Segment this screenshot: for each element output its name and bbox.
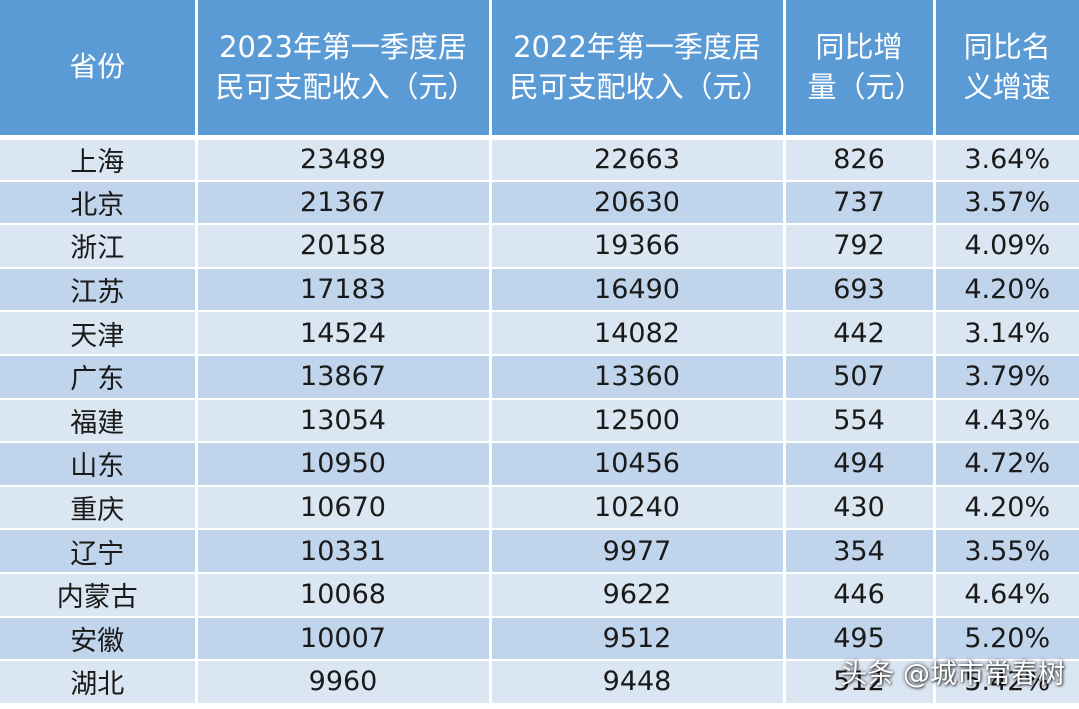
table-row: 山东 10950 10456 494 4.72% [0, 442, 1079, 487]
income-2022-cell: 9448 [490, 660, 786, 705]
yoy-growth-cell: 4.72% [934, 442, 1079, 487]
yoy-increase-cell: 446 [784, 572, 936, 618]
income-2022-cell: 9977 [490, 529, 786, 574]
table-row: 北京 21367 20630 737 3.57% [0, 180, 1079, 226]
table-row: 天津 14524 14082 442 3.14% [0, 311, 1079, 356]
header-yoy-increase: 同比增量（元） [784, 0, 936, 140]
income-2023-cell: 23489 [196, 137, 492, 182]
yoy-growth-cell: 4.20% [934, 267, 1079, 313]
yoy-growth-cell: 3.14% [934, 311, 1079, 356]
table-row: 辽宁 10331 9977 354 3.55% [0, 529, 1079, 574]
income-2022-cell: 12500 [490, 398, 786, 444]
income-2022-cell: 20630 [490, 180, 786, 226]
income-2023-cell: 14524 [196, 311, 492, 356]
income-2022-cell: 9512 [490, 616, 786, 662]
income-2023-cell: 20158 [196, 224, 492, 269]
province-cell: 天津 [0, 311, 198, 356]
province-cell: 福建 [0, 398, 198, 444]
table-row: 广东 13867 13360 507 3.79% [0, 354, 1079, 400]
yoy-increase-cell: 826 [784, 137, 936, 182]
yoy-increase-cell: 430 [784, 485, 936, 531]
yoy-increase-cell: 512 [784, 660, 936, 705]
province-cell: 内蒙古 [0, 572, 198, 618]
province-cell: 浙江 [0, 224, 198, 269]
income-2023-cell: 10950 [196, 442, 492, 487]
header-yoy-growth: 同比名义增速 [934, 0, 1079, 140]
yoy-increase-cell: 554 [784, 398, 936, 444]
header-province: 省份 [0, 0, 198, 140]
province-cell: 广东 [0, 354, 198, 400]
table-row: 湖北 9960 9448 512 5.42% [0, 660, 1079, 705]
income-2022-cell: 10456 [490, 442, 786, 487]
income-2023-cell: 21367 [196, 180, 492, 226]
yoy-growth-cell: 3.64% [934, 137, 1079, 182]
yoy-increase-cell: 494 [784, 442, 936, 487]
income-2022-cell: 14082 [490, 311, 786, 356]
yoy-increase-cell: 495 [784, 616, 936, 662]
yoy-increase-cell: 354 [784, 529, 936, 574]
income-2022-cell: 13360 [490, 354, 786, 400]
income-2022-cell: 22663 [490, 137, 786, 182]
yoy-growth-cell: 5.20% [934, 616, 1079, 662]
province-cell: 辽宁 [0, 529, 198, 574]
province-cell: 湖北 [0, 660, 198, 705]
income-2023-cell: 13867 [196, 354, 492, 400]
income-2023-cell: 13054 [196, 398, 492, 444]
table-body: 上海 23489 22663 826 3.64% 北京 21367 20630 737 3.57%… [0, 137, 1079, 705]
income-2023-cell: 9960 [196, 660, 492, 705]
province-cell: 上海 [0, 137, 198, 182]
yoy-growth-cell: 3.79% [934, 354, 1079, 400]
income-2022-cell: 9622 [490, 572, 786, 618]
income-2022-cell: 10240 [490, 485, 786, 531]
table-row: 重庆 10670 10240 430 4.20% [0, 485, 1079, 531]
yoy-growth-cell: 4.64% [934, 572, 1079, 618]
yoy-increase-cell: 442 [784, 311, 936, 356]
income-2023-cell: 10007 [196, 616, 492, 662]
table-row: 浙江 20158 19366 792 4.09% [0, 224, 1079, 269]
header-2023-income: 2023年第一季度居民可支配收入（元） [196, 0, 492, 140]
table-header: 省份 2023年第一季度居民可支配收入（元） 2022年第一季度居民可支配收入（… [0, 0, 1079, 140]
yoy-growth-cell: 3.55% [934, 529, 1079, 574]
province-cell: 江苏 [0, 267, 198, 313]
yoy-growth-cell: 3.57% [934, 180, 1079, 226]
yoy-increase-cell: 792 [784, 224, 936, 269]
province-cell: 山东 [0, 442, 198, 487]
income-2023-cell: 10068 [196, 572, 492, 618]
income-2023-cell: 10670 [196, 485, 492, 531]
table-row: 江苏 17183 16490 693 4.20% [0, 267, 1079, 313]
yoy-increase-cell: 693 [784, 267, 936, 313]
header-row: 省份 2023年第一季度居民可支配收入（元） 2022年第一季度居民可支配收入（… [0, 0, 1079, 140]
yoy-growth-cell: 4.43% [934, 398, 1079, 444]
income-2022-cell: 16490 [490, 267, 786, 313]
table-row: 内蒙古 10068 9622 446 4.64% [0, 572, 1079, 618]
province-cell: 北京 [0, 180, 198, 226]
income-2023-cell: 17183 [196, 267, 492, 313]
table-row: 福建 13054 12500 554 4.43% [0, 398, 1079, 444]
province-cell: 重庆 [0, 485, 198, 531]
income-2023-cell: 10331 [196, 529, 492, 574]
yoy-increase-cell: 507 [784, 354, 936, 400]
watermark: 头条 @城市常春树 [840, 659, 1065, 690]
table-row: 安徽 10007 9512 495 5.20% [0, 616, 1079, 662]
income-2022-cell: 19366 [490, 224, 786, 269]
yoy-growth-cell: 4.09% [934, 224, 1079, 269]
yoy-growth-cell: 5.42% [934, 660, 1079, 705]
header-2022-income: 2022年第一季度居民可支配收入（元） [490, 0, 786, 140]
province-cell: 安徽 [0, 616, 198, 662]
table-row: 上海 23489 22663 826 3.64% [0, 137, 1079, 182]
yoy-increase-cell: 737 [784, 180, 936, 226]
yoy-growth-cell: 4.20% [934, 485, 1079, 531]
